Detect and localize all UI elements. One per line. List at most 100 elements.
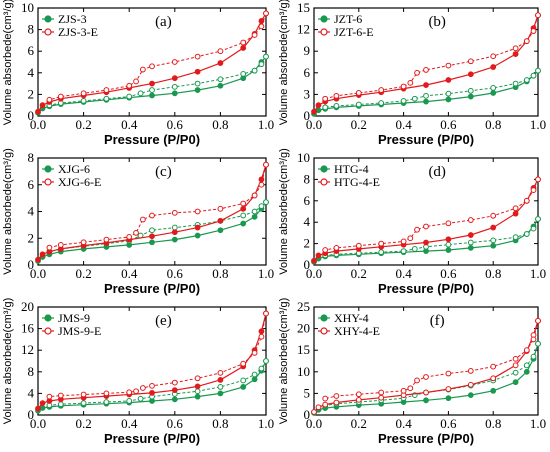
desorption-point: [378, 240, 385, 247]
y-tick-label: 2: [304, 236, 311, 251]
desorption-point: [423, 67, 429, 73]
x-tick-label: 0.4: [121, 416, 138, 431]
adsorption-point: [445, 386, 452, 392]
adsorption-point: [258, 176, 265, 183]
adsorption-point: [217, 227, 224, 234]
desorption-point: [80, 97, 87, 104]
desorption-point: [126, 389, 133, 396]
desorption-point: [530, 28, 537, 34]
y-tick-label: 9: [304, 43, 311, 58]
desorption-point: [137, 90, 144, 97]
adsorption-point: [467, 232, 474, 238]
desorption-point: [149, 227, 155, 234]
desorption-point: [149, 212, 155, 219]
desorption-point: [467, 58, 474, 65]
adsorption-point: [171, 75, 178, 82]
desorption-point: [217, 76, 224, 83]
desorption-point: [149, 87, 155, 93]
x-tick-label: 0.2: [351, 117, 367, 132]
desorption-point: [137, 395, 144, 402]
adsorption-point: [258, 328, 265, 335]
desorption-point: [258, 333, 265, 340]
desorption-point: [378, 100, 385, 106]
adsorption-point: [490, 242, 497, 249]
x-tick-label: 0.0: [306, 266, 322, 281]
desorption-point: [400, 248, 407, 254]
desorption-point: [217, 48, 224, 55]
desorption-point: [57, 242, 64, 248]
y-tick-label: 16: [21, 321, 35, 336]
panel-label: (f): [430, 313, 445, 329]
desorption-point: [400, 238, 407, 245]
desorption-point: [57, 93, 64, 100]
y-tick-label: 6: [28, 43, 35, 58]
plot-frame: [37, 7, 267, 117]
desorption-point: [467, 217, 474, 223]
desorption-point: [251, 192, 258, 199]
desorption-point: [240, 377, 247, 384]
desorption-point: [530, 225, 537, 232]
adsorption-point: [512, 51, 519, 57]
desorption-point: [355, 90, 362, 96]
y-tick-label: 4: [28, 204, 35, 219]
desorption-point: [251, 350, 258, 356]
series-XHY-4: XHY-4: [311, 311, 541, 416]
adsorption-point: [467, 244, 474, 251]
y-tick-label: 20: [21, 299, 34, 314]
desorption-point: [103, 236, 110, 243]
desorption-point: [57, 401, 64, 408]
desorption-point: [333, 103, 340, 109]
adsorption-point: [523, 368, 530, 375]
y-tick-label: 6: [304, 65, 311, 80]
x-tick-label: 1.0: [530, 266, 546, 281]
desorption-point: [263, 53, 269, 60]
desorption-point: [80, 90, 87, 97]
y-tick-label: 15: [297, 0, 310, 15]
adsorption-point: [194, 232, 201, 239]
adsorption-point: [240, 45, 247, 51]
adsorption-point: [445, 77, 452, 83]
desorption-point: [535, 67, 541, 74]
adsorption-point: [333, 399, 340, 406]
desorption-point: [535, 12, 541, 19]
x-tick-label: 0.6: [167, 416, 184, 431]
desorption-point: [512, 205, 519, 212]
desorption-point: [103, 399, 110, 405]
desorption-point: [490, 212, 497, 219]
plot-frame: [313, 306, 539, 416]
adsorption-point: [490, 64, 497, 70]
desorption-point: [414, 226, 420, 233]
x-tick-label: 0.2: [351, 266, 367, 281]
desorption-point: [490, 363, 497, 370]
series-ZJS-3: ZJS-3: [35, 12, 269, 116]
x-tick-label: 0.6: [167, 117, 184, 132]
panel-label: (b): [428, 14, 446, 30]
adsorption-point: [311, 409, 317, 415]
adsorption-point: [171, 90, 178, 97]
legend-label: XJG-6-E: [58, 175, 101, 189]
adsorption-point: [311, 257, 317, 264]
adsorption-point: [171, 229, 178, 236]
y-tick-label: 6: [304, 193, 311, 208]
adsorption-point: [171, 236, 178, 243]
desorption-point: [80, 391, 87, 398]
legend-label: JZT-6-E: [334, 25, 374, 39]
y-tick-label: 25: [297, 299, 310, 314]
adsorption-point: [35, 108, 41, 115]
x-axis-title: Pressure (P/P0): [378, 132, 474, 147]
y-tick-label: 8: [28, 150, 35, 165]
adsorption-point: [251, 213, 258, 220]
desorption-point: [530, 72, 537, 79]
legend-marker: [44, 314, 52, 322]
adsorption-point: [445, 236, 452, 243]
desorption-point: [355, 101, 362, 108]
legend-marker: [320, 15, 328, 23]
adsorption-point: [315, 252, 322, 259]
desorption-point: [46, 393, 53, 400]
x-tick-label: 1.0: [258, 266, 274, 281]
desorption-line: [325, 15, 539, 100]
desorption-point: [133, 388, 139, 395]
x-tick-label: 0.4: [395, 266, 412, 281]
desorption-point: [171, 209, 178, 216]
x-tick-label: 0.4: [121, 266, 138, 281]
